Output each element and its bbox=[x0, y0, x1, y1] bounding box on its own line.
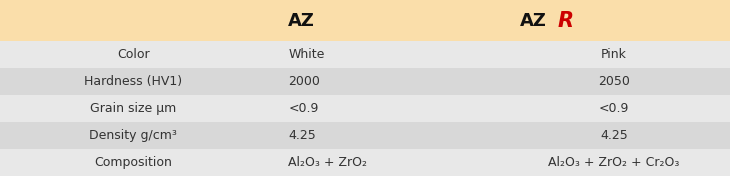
Bar bbox=[498, 41, 730, 68]
Bar bbox=[0, 41, 266, 68]
Bar bbox=[266, 68, 498, 95]
Bar bbox=[0, 122, 266, 149]
Bar bbox=[266, 149, 498, 176]
Bar bbox=[0, 95, 266, 122]
Bar bbox=[0, 68, 266, 95]
Bar bbox=[498, 68, 730, 95]
Text: Al₂O₃ + ZrO₂: Al₂O₃ + ZrO₂ bbox=[288, 156, 367, 169]
Bar bbox=[266, 122, 498, 149]
Bar bbox=[266, 95, 498, 122]
Text: Color: Color bbox=[117, 48, 150, 61]
Text: 2050: 2050 bbox=[598, 75, 630, 88]
Text: Hardness (HV1): Hardness (HV1) bbox=[84, 75, 182, 88]
Bar bbox=[498, 0, 730, 41]
Bar bbox=[498, 122, 730, 149]
Bar bbox=[0, 149, 266, 176]
Text: AZ: AZ bbox=[288, 12, 315, 30]
Text: 2000: 2000 bbox=[288, 75, 320, 88]
Text: <0.9: <0.9 bbox=[599, 102, 629, 115]
Text: <0.9: <0.9 bbox=[288, 102, 319, 115]
Text: Pink: Pink bbox=[601, 48, 627, 61]
Text: AZ: AZ bbox=[520, 12, 547, 30]
Bar bbox=[498, 149, 730, 176]
Text: Composition: Composition bbox=[94, 156, 172, 169]
Text: 4.25: 4.25 bbox=[600, 129, 628, 142]
Text: 4.25: 4.25 bbox=[288, 129, 316, 142]
Text: R: R bbox=[558, 11, 574, 31]
Text: Grain size μm: Grain size μm bbox=[90, 102, 177, 115]
Text: Density g/cm³: Density g/cm³ bbox=[89, 129, 177, 142]
Bar bbox=[266, 0, 498, 41]
Bar bbox=[498, 95, 730, 122]
Bar bbox=[266, 41, 498, 68]
Bar bbox=[0, 0, 266, 41]
Text: White: White bbox=[288, 48, 325, 61]
Text: Al₂O₃ + ZrO₂ + Cr₂O₃: Al₂O₃ + ZrO₂ + Cr₂O₃ bbox=[548, 156, 680, 169]
